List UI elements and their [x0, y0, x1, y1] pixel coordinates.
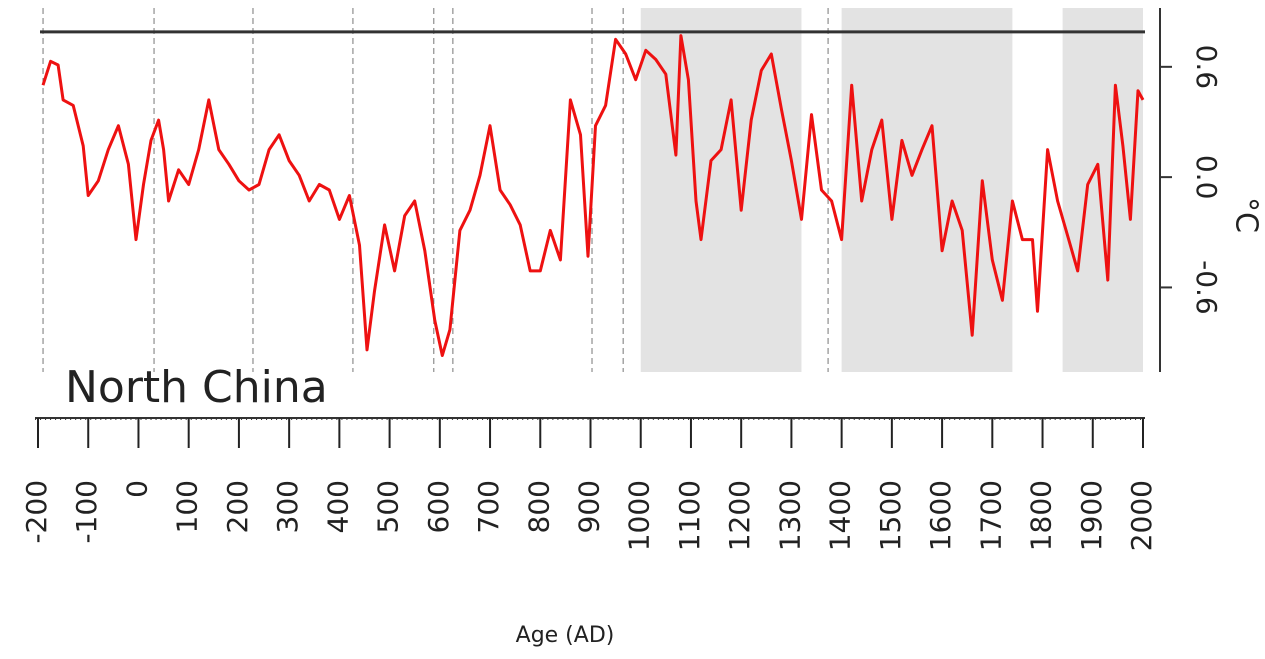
- y-tick-label: 0.0: [1190, 155, 1223, 200]
- shaded-range: [640, 8, 802, 372]
- y-axis-label: °C: [1229, 197, 1264, 233]
- x-tick-label: 1200: [723, 480, 756, 551]
- data-line: [41, 34, 1145, 357]
- x-tick-label: -100: [70, 480, 103, 544]
- x-tick-label: 200: [221, 480, 254, 533]
- x-tick-label: 100: [171, 480, 204, 533]
- shaded-range: [1062, 8, 1143, 372]
- x-tick-label: 400: [321, 480, 354, 533]
- y-tick-label: -0.6: [1190, 260, 1223, 315]
- x-tick-label: 500: [372, 480, 405, 533]
- x-tick-label: -200: [20, 480, 53, 544]
- x-tick-label: 1000: [623, 480, 656, 551]
- x-tick-label: 900: [573, 480, 606, 533]
- x-tick-label: 1100: [673, 480, 706, 551]
- x-tick-label: 0: [120, 480, 153, 498]
- x-axis-label: Age (AD): [516, 623, 615, 648]
- dashed-lines: [42, 8, 829, 372]
- x-tick-label: 1900: [1075, 480, 1108, 551]
- x-tick-label: 300: [271, 480, 304, 533]
- x-tick-label: 2000: [1125, 480, 1158, 551]
- x-tick-label: 1700: [974, 480, 1007, 551]
- x-tick-label: 1600: [924, 480, 957, 551]
- shaded-areas: [640, 8, 1143, 372]
- x-tick-label: 800: [522, 480, 555, 533]
- x-tick-label: 1400: [824, 480, 857, 551]
- x-tick-label: 600: [422, 480, 455, 533]
- annotation: North China: [65, 362, 328, 413]
- shaded-range: [841, 8, 1013, 372]
- x-tick-label: 700: [472, 480, 505, 533]
- y-tick-label: 0.6: [1190, 45, 1223, 90]
- x-tick-label: 1800: [1025, 480, 1058, 551]
- x-tick-label: 1300: [773, 480, 806, 551]
- x-tick-label: 1500: [874, 480, 907, 551]
